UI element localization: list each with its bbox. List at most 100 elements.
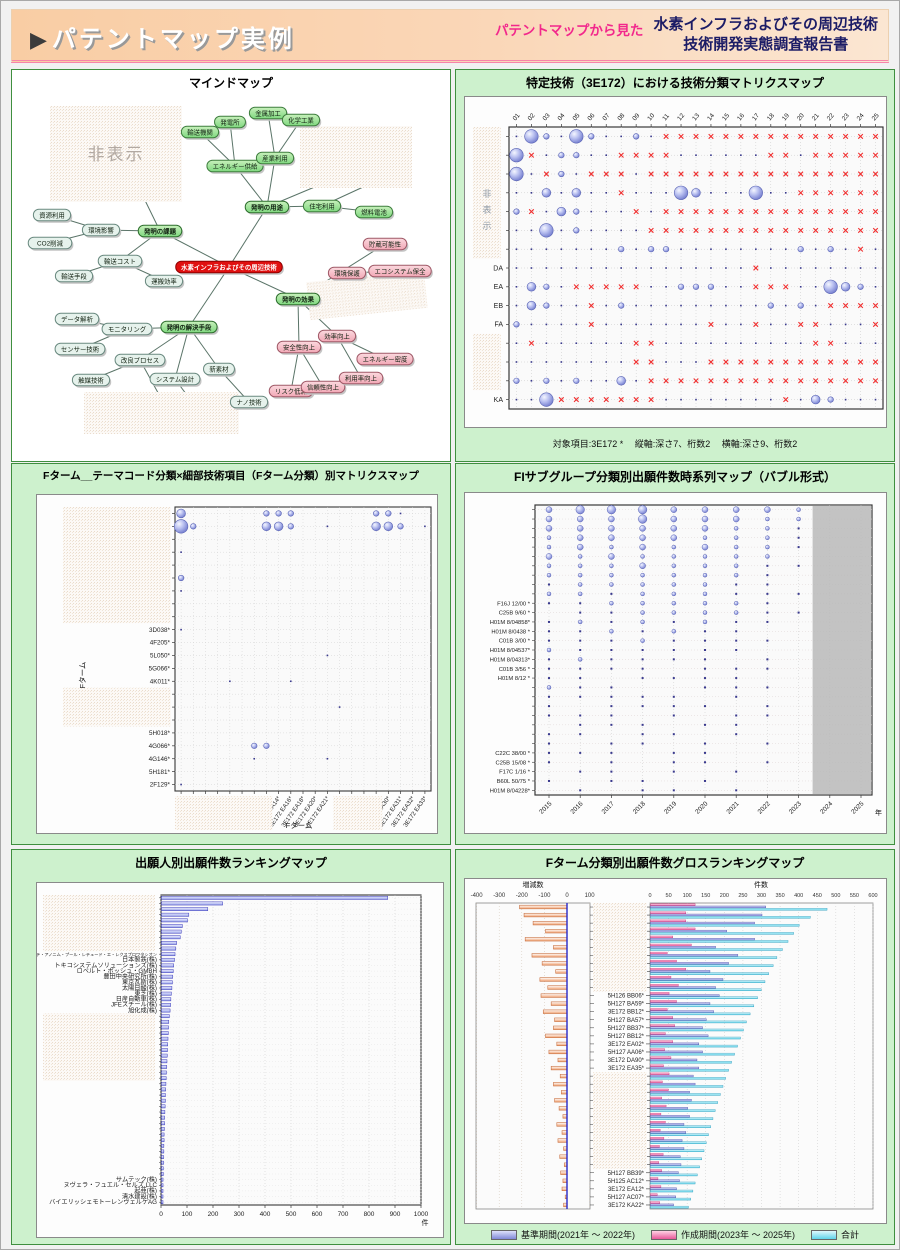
svg-text:モニタリング: モニタリング — [108, 324, 147, 333]
svg-text:450: 450 — [813, 893, 822, 899]
svg-text:3E172 BB12*: 3E172 BB12* — [608, 1010, 645, 1016]
svg-text:100: 100 — [182, 1211, 193, 1218]
svg-text:化学工業: 化学工業 — [288, 115, 314, 124]
svg-text:非: 非 — [482, 188, 491, 199]
svg-text:金属加工: 金属加工 — [255, 108, 281, 117]
svg-text:250: 250 — [738, 893, 747, 899]
svg-text:200: 200 — [720, 893, 729, 899]
svg-text:2025: 2025 — [850, 800, 865, 815]
svg-text:非表示: 非表示 — [88, 145, 145, 164]
svg-text:発明の解決手段: 発明の解決手段 — [166, 322, 212, 331]
svg-text:2020: 2020 — [694, 800, 709, 815]
svg-text:産業利用: 産業利用 — [262, 153, 288, 162]
svg-text:16: 16 — [736, 112, 746, 122]
svg-text:2018: 2018 — [632, 800, 647, 815]
svg-text:5H181*: 5H181* — [149, 769, 171, 776]
panel-fi-timeseries: FIサブグループ分類別出願件数時系列マップ（バブル形式） F16J 12/00 … — [455, 463, 895, 845]
panel-matrix-3e172: 特定技術（3E172）における技術分類マトリクスマップ 01 02 03 04 05 06… — [455, 69, 895, 462]
panel-fterm-gross: Fターム分類別出願件数グロスランキングマップ -400 -300 -200 -100 0… — [455, 849, 895, 1245]
svg-text:5H127 BB39*: 5H127 BB39* — [608, 1171, 645, 1177]
svg-text:4G146*: 4G146* — [149, 756, 171, 763]
svg-text:増減数: 増減数 — [523, 880, 544, 889]
svg-text:サムテック(株): サムテック(株) — [116, 1175, 157, 1183]
title-arrow-icon: ▶ — [30, 27, 50, 52]
svg-text:5H126 BB06*: 5H126 BB06* — [608, 994, 645, 1000]
matrix-3e172-title: 特定技術（3E172）における技術分類マトリクスマップ — [526, 76, 824, 90]
header-subtitle-block: パテントマップから見た 水素インフラおよびその周辺技術 技術開発実態調査報告書 — [495, 15, 878, 54]
svg-text:システム設計: システム設計 — [156, 374, 195, 383]
svg-text:起亜(株): 起亜(株) — [134, 1187, 157, 1195]
svg-text:5H127 AC07*: 5H127 AC07* — [608, 1195, 645, 1201]
svg-text:KA: KA — [494, 397, 504, 404]
panel-fterm-matrix: Fターム__テーマコード分類×細部技術項目（Fターム分類）別マトリクスマップ 3… — [11, 463, 451, 845]
svg-text:2023: 2023 — [788, 800, 803, 815]
svg-text:B60L 50/75 *: B60L 50/75 * — [497, 779, 531, 785]
legend-recent-swatch — [650, 1229, 677, 1240]
svg-text:600: 600 — [868, 893, 877, 899]
svg-text:旭化成(株): 旭化成(株) — [128, 1006, 157, 1014]
svg-text:表: 表 — [482, 204, 491, 215]
svg-text:15: 15 — [721, 112, 731, 122]
page-header: ▶パテントマップ実例 パテントマップから見た 水素インフラおよびその周辺技術 技… — [11, 9, 889, 63]
legend-total-swatch — [811, 1229, 838, 1240]
header-report-line2: 技術開発実態調査報告書 — [683, 35, 849, 53]
svg-text:400: 400 — [260, 1211, 271, 1218]
svg-text:F16J 12/00 *: F16J 12/00 * — [497, 601, 531, 607]
mindmap-title: マインドマップ — [188, 76, 273, 90]
svg-text:H01M 8/04228*: H01M 8/04228* — [490, 788, 531, 794]
svg-text:信頼性向上: 信頼性向上 — [307, 382, 340, 391]
svg-text:0: 0 — [648, 893, 651, 899]
svg-text:18: 18 — [766, 112, 776, 122]
svg-text:H01M 8/12 *: H01M 8/12 * — [498, 676, 531, 682]
svg-text:輸送手段: 輸送手段 — [61, 271, 87, 280]
svg-text:輸送機関: 輸送機関 — [187, 127, 213, 136]
svg-text:2015: 2015 — [538, 800, 553, 815]
svg-text:900: 900 — [390, 1211, 401, 1218]
svg-text:レール・リキード・ソシエテ・アノニム・プール・レテュード・エ: レール・リキード・ソシエテ・アノニム・プール・レテュード・エ・レクスプロワタシオ… — [37, 951, 157, 958]
fi-timeseries-chart: F16J 12/00 * C25B 9/60 * H01M 8/04858* H01M… — [490, 504, 882, 817]
svg-text:50: 50 — [666, 893, 672, 899]
page-title: ▶パテントマップ実例 — [30, 19, 295, 54]
svg-text:200: 200 — [208, 1211, 219, 1218]
svg-text:150: 150 — [701, 893, 710, 899]
svg-text:年: 年 — [875, 808, 882, 817]
matrix-3e172-plot-frame: 01 02 03 04 05 06 07 08 09 10 11 12 13 14 15 16 17 18 19 20… — [464, 96, 887, 428]
svg-text:500: 500 — [831, 893, 840, 899]
svg-text:5H127 BB12*: 5H127 BB12* — [608, 1034, 645, 1040]
svg-text:5H125 AC12*: 5H125 AC12* — [608, 1179, 645, 1185]
svg-text:5H127 BB37*: 5H127 BB37* — [608, 1026, 645, 1032]
svg-text:1000: 1000 — [414, 1211, 429, 1218]
svg-text:発明の効果: 発明の効果 — [281, 294, 315, 303]
svg-text:清水建設(株): 清水建設(株) — [122, 1192, 157, 1200]
svg-text:触媒技術: 触媒技術 — [78, 375, 104, 384]
svg-text:2022: 2022 — [757, 800, 772, 815]
svg-text:改良プロセス: 改良プロセス — [121, 355, 159, 364]
svg-text:C25B 15/08 *: C25B 15/08 * — [496, 760, 531, 766]
svg-text:05: 05 — [571, 112, 581, 122]
svg-text:3D038*: 3D038* — [149, 627, 171, 634]
fi-timeseries-plot-frame: F16J 12/00 * C25B 9/60 * H01M 8/04858* H01M… — [464, 492, 887, 834]
svg-text:件数: 件数 — [754, 880, 768, 889]
svg-text:貯蔵可能性: 貯蔵可能性 — [369, 239, 402, 248]
svg-text:550: 550 — [850, 893, 859, 899]
svg-text:19: 19 — [781, 112, 791, 122]
svg-text:0: 0 — [159, 1211, 163, 1218]
svg-text:22: 22 — [826, 112, 836, 122]
svg-text:5L050*: 5L050* — [150, 653, 171, 660]
svg-text:25: 25 — [871, 112, 881, 122]
header-catch-text: パテントマップから見た — [494, 23, 644, 38]
matrix-3e172-footer: 対象項目:3E172 * 縦軸:深さ7、桁数2 横軸:深さ9、桁数2 — [552, 439, 798, 449]
svg-text:Fターム: Fターム — [78, 662, 87, 689]
fterm-matrix-title: Fターム__テーマコード分類×細部技術項目（Fターム分類）別マトリクスマップ — [43, 470, 419, 482]
svg-text:3E172 EA12*: 3E172 EA12* — [608, 1187, 645, 1193]
page-title-text: パテントマップ実例 — [51, 26, 295, 53]
svg-text:DA: DA — [493, 265, 503, 272]
fterm-gross-title: Fターム分類別出願件数グロスランキングマップ — [545, 856, 805, 870]
svg-text:ヌヴェラ・フュエル・セルズ,LLC: ヌヴェラ・フュエル・セルズ,LLC — [63, 1181, 157, 1189]
svg-text:300: 300 — [234, 1211, 245, 1218]
svg-text:C25B 9/60 *: C25B 9/60 * — [499, 611, 531, 617]
svg-text:発明の用途: 発明の用途 — [250, 202, 284, 211]
svg-text:3E172 DA90*: 3E172 DA90* — [608, 1058, 645, 1064]
svg-text:輸送コスト: 輸送コスト — [104, 256, 136, 265]
